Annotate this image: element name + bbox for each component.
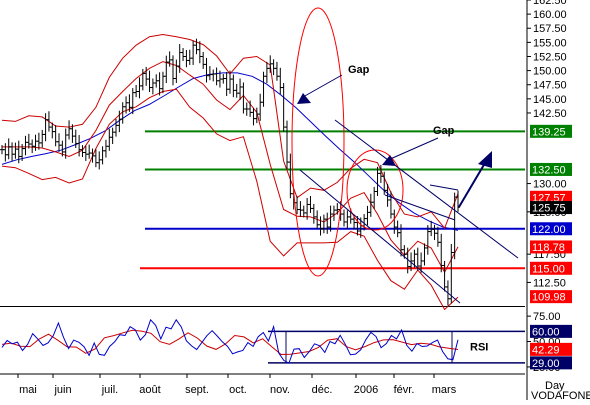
rsi-signal-line [1,329,459,356]
x-tick-label: nov. [270,384,290,396]
x-axis-labels: mai juin juil. août sept. oct. nov. déc. 2006 fév… [17,374,457,396]
channel-line [334,119,519,259]
bollinger_lower-line [1,88,459,311]
annotation-leader [387,137,439,161]
price-value-tag-label: 115.00 [532,263,565,275]
x-tick-label: août [139,384,160,396]
x-tick-label: sept. [185,384,209,396]
price-bars [0,38,460,306]
y-tick-label: 145.00 [533,94,567,106]
price-panel [0,0,525,305]
ma-line [2,61,459,274]
price-value-tag [530,290,572,304]
price-value-tag [530,261,572,275]
price-value-tag-label: 132.50 [532,164,566,176]
y-tick-label: 150.00 [533,66,567,78]
x-tick-label: déc. [312,384,333,396]
y-tick-label: 130.00 [533,179,567,191]
price-value-tag-label: 139.25 [532,126,566,138]
y-tick-label: 152.50 [533,51,567,63]
rsi-value-tag-label: 60.00 [532,326,560,338]
rsi-value-tag [530,356,572,370]
y-tick-label: 155.00 [533,37,567,49]
gap-annotation: Gap [348,64,370,76]
rsi-value-tag-label: 29.00 [532,358,560,370]
rsi-value-tag-label: 42.29 [532,344,560,356]
x-tick-label: juin [53,384,71,396]
y-tick-label: 75.00 [533,311,561,323]
price-value-tag [530,240,572,254]
channel-line [299,169,461,304]
y-tick-label: 157.50 [533,23,567,35]
rsi-value-tag [530,342,572,356]
x-tick-label: 2006 [354,384,378,396]
gap-ellipse [291,7,345,277]
gap-marker-icon [382,155,396,166]
price-value-tag [530,201,572,215]
gap-annotation: Gap [433,125,455,137]
price-value-tag [530,124,572,138]
annotation-leader [302,74,343,98]
price-value-tag-label: 109.98 [532,292,566,304]
y-tick-label: 162.50 [533,0,567,7]
channel-line [429,184,459,191]
channel-line [384,194,456,221]
period-label: Day [545,380,565,392]
price-value-tag-label: 125.75 [532,203,566,215]
y-tick-label: 142.50 [533,108,567,120]
y-tick-label: 112.50 [533,277,566,289]
rsi-line [1,318,459,364]
gap-marker-icon [297,93,311,104]
price-value-tag [530,190,572,204]
x-tick-label: juil. [101,384,119,396]
x-tick-label: mars [432,384,457,396]
price-value-tag-label: 122.00 [532,224,566,236]
y-tick-label: 147.50 [533,80,567,92]
arrow-head-icon [478,151,492,168]
price-value-tag [530,162,572,176]
price-value-tag-label: 118.78 [532,242,565,254]
rsi-value-tag [530,324,572,338]
x-tick-label: oct. [229,384,247,396]
y-tick-label: 160.00 [533,9,567,21]
x-tick-label: mai [19,384,37,396]
rsi-label: RSI [470,342,488,354]
x-tick-label: févr. [394,384,415,396]
target-arrow [458,162,486,208]
price-value-tag [530,222,572,236]
instrument-label: VODAFONE - [531,390,590,400]
